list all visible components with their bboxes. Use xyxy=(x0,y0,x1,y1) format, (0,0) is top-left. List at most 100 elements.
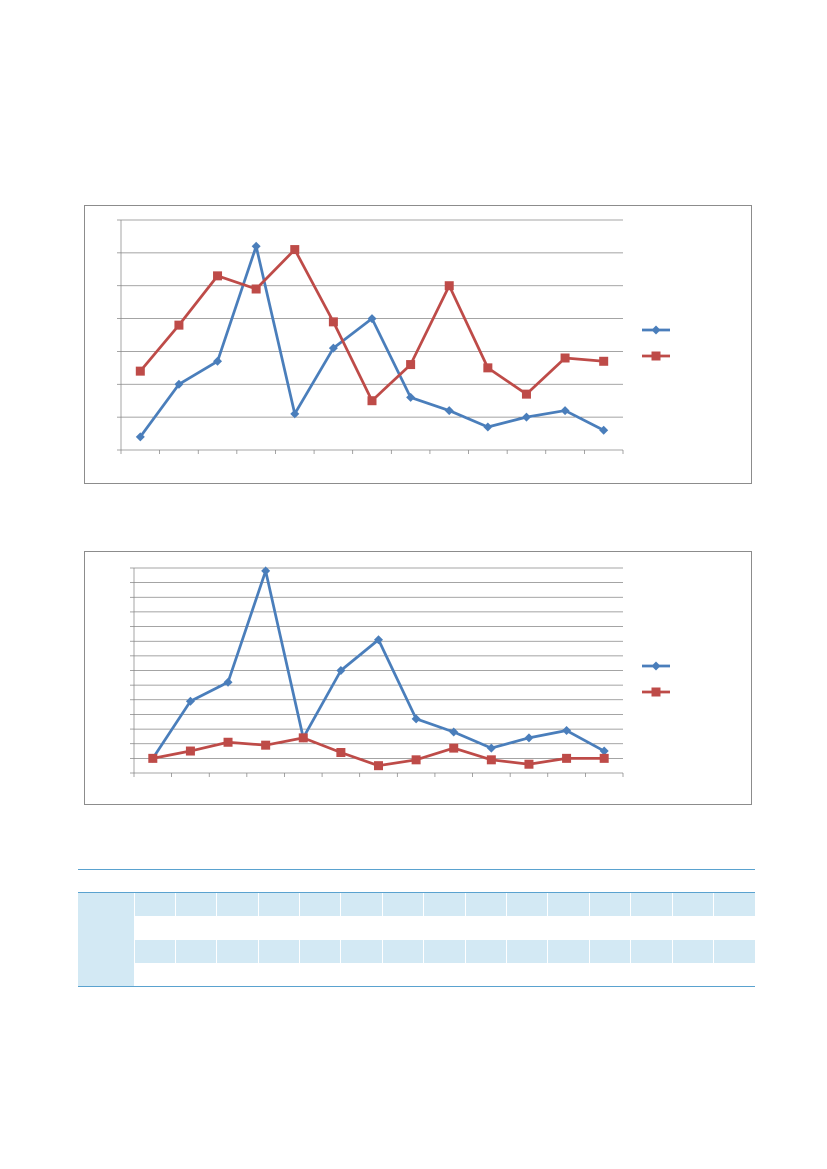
table-cell xyxy=(78,939,134,963)
table-cell xyxy=(382,962,424,987)
table-cell xyxy=(631,916,672,939)
chart-1-series-1-point xyxy=(599,425,609,435)
table-cell xyxy=(588,892,631,917)
table-cell xyxy=(133,892,176,917)
table-cell xyxy=(257,939,300,963)
table-cell xyxy=(175,962,217,987)
chart-1-series-2-point xyxy=(367,396,377,406)
table-cell xyxy=(340,962,383,987)
table-row xyxy=(78,962,755,987)
chart-2-series-1-point xyxy=(449,727,459,737)
chart-1-series-2-line xyxy=(139,248,604,403)
table-cell xyxy=(175,916,216,939)
table-cell xyxy=(258,868,300,894)
table-cell xyxy=(423,962,466,987)
chart-2-series-1-point xyxy=(185,696,195,706)
table-cell xyxy=(630,892,673,917)
table-cell xyxy=(712,939,755,963)
chart-1-series-1-point xyxy=(328,343,338,353)
chart-1-series-2-point xyxy=(521,389,531,399)
table-cell xyxy=(713,962,755,987)
chart-2-series-2-point xyxy=(411,755,421,765)
table-cell xyxy=(78,962,134,987)
table-cell xyxy=(589,868,631,894)
table-cell xyxy=(300,916,341,939)
table-cell xyxy=(713,916,755,939)
chart-1-series-2-point xyxy=(560,353,570,363)
table-cell xyxy=(174,939,217,963)
table-cell xyxy=(465,962,507,987)
chart-2-series-2-point xyxy=(486,755,496,765)
table-cell xyxy=(133,939,176,963)
table-cell xyxy=(341,916,382,939)
chart-1-series-1-point xyxy=(521,412,531,422)
table-cell xyxy=(588,939,631,963)
table-cell xyxy=(258,916,299,939)
chart-2-series-1-point xyxy=(411,714,421,724)
table-cell xyxy=(589,962,631,987)
table-cell xyxy=(382,868,424,894)
table-cell xyxy=(507,916,548,939)
table-cell xyxy=(134,868,176,894)
data-table xyxy=(78,868,755,987)
table-cell xyxy=(423,939,466,963)
chart-1-series-2-point xyxy=(599,356,609,366)
table-cell xyxy=(78,868,134,894)
chart-1-series-2-point xyxy=(444,281,454,291)
chart-1-series-1-point xyxy=(444,406,454,416)
table-row xyxy=(78,916,755,940)
chart-2-series-2-point xyxy=(374,761,383,771)
chart-1-series-2-point xyxy=(290,245,300,255)
table-cell xyxy=(382,916,423,939)
chart-1-series-2-point xyxy=(251,284,261,294)
chart-2-series-1-point xyxy=(223,677,233,687)
table-cell xyxy=(78,892,134,917)
table-cell xyxy=(547,939,590,963)
chart-2-legend-series-1-marker xyxy=(651,661,661,671)
table-cell xyxy=(671,892,714,917)
table-row xyxy=(78,892,755,917)
chart-2-series-1-line xyxy=(151,569,605,760)
table-cell xyxy=(217,916,258,939)
chart-1-series-2-point xyxy=(174,320,184,330)
chart-1-legend-series-2-marker xyxy=(651,351,661,361)
chart-1-series-1-point xyxy=(135,432,145,442)
chart-1-series-1-point xyxy=(290,409,300,419)
table-cell xyxy=(299,962,341,987)
table-cell xyxy=(299,868,341,894)
chart-2-series-1-point xyxy=(261,566,271,576)
chart-1-series-1-point xyxy=(367,314,377,324)
table-cell xyxy=(672,916,713,939)
chart-2-series-1-point xyxy=(562,726,572,736)
chart-2-series-1-point xyxy=(524,733,534,743)
chart-2-series-1-point xyxy=(336,666,346,675)
table-cell xyxy=(78,916,134,940)
chart-2-series-2-point xyxy=(185,746,195,756)
table-cell xyxy=(216,962,259,987)
table-cell xyxy=(299,892,341,917)
table-cell xyxy=(548,916,589,939)
table-cell xyxy=(671,939,714,963)
chart-2-series-2-point xyxy=(261,740,271,750)
table-header-row xyxy=(78,868,755,894)
chart-2-series-1-point xyxy=(374,635,383,645)
chart-1-series-1-point xyxy=(251,241,261,251)
table-cell xyxy=(257,892,300,917)
table-cell xyxy=(134,916,175,939)
table-cell xyxy=(134,962,176,987)
table-cell xyxy=(465,916,506,939)
table-cell xyxy=(340,868,383,894)
chart-1-series-1-point xyxy=(213,356,223,366)
chart-2-series-2-point xyxy=(449,743,459,753)
chart-1 xyxy=(84,205,752,484)
table-cell xyxy=(547,892,590,917)
chart-1-series-1-point xyxy=(560,406,570,416)
chart-2-plot xyxy=(130,566,670,777)
chart-2-series-1-point xyxy=(599,746,609,756)
chart-2 xyxy=(84,551,752,805)
table-cell xyxy=(216,868,259,894)
chart-1-plot xyxy=(117,219,670,454)
table-cell xyxy=(506,939,548,963)
chart-1-series-2-point xyxy=(483,363,493,373)
chart-1-series-1-point xyxy=(483,422,493,432)
